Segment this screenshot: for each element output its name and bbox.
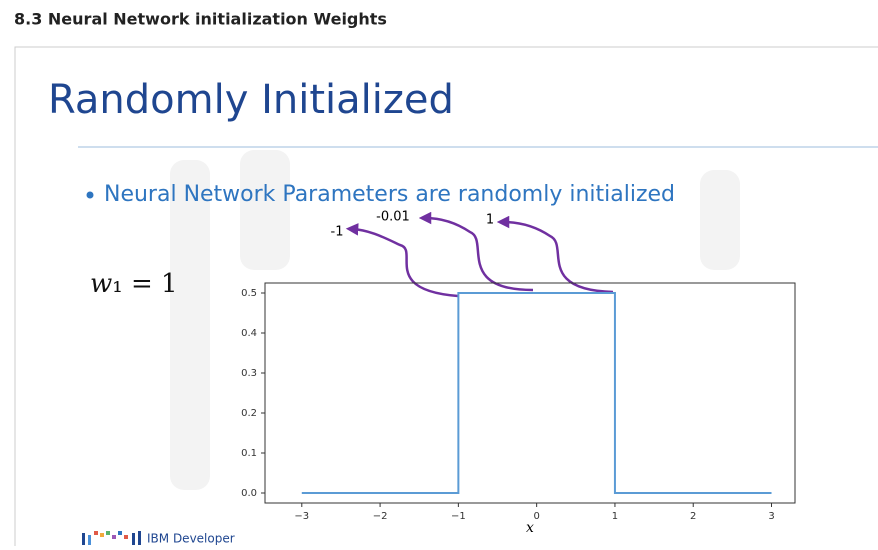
bullet-text: Neural Network Parameters are randomly i…: [104, 182, 675, 207]
annotation: -0.01: [376, 210, 410, 225]
x-tick-label: 3: [768, 511, 774, 522]
y-tick-label: 0.5: [241, 288, 257, 299]
x-tick-label: −1: [451, 511, 466, 522]
annotation: -1: [331, 225, 344, 240]
plot-frame: [264, 282, 796, 504]
y-tick-label: 0.0: [241, 488, 257, 499]
slide-title: Randomly Initialized: [48, 77, 454, 123]
footer-logo: [82, 531, 141, 545]
equation: 𝑤₁ = 1: [90, 269, 178, 299]
x-tick-label: −3: [294, 511, 309, 522]
y-tick-label: 0.4: [241, 328, 257, 339]
y-tick-label: 0.2: [241, 408, 257, 419]
x-axis-label: x: [526, 520, 534, 536]
x-tick-label: 2: [690, 511, 696, 522]
bullet-dot: [86, 191, 94, 199]
y-tick-label: 0.1: [241, 448, 257, 459]
x-tick-label: −2: [373, 511, 388, 522]
line: [301, 292, 772, 494]
annotation: 1: [486, 213, 494, 228]
arrows: [345, 211, 614, 298]
y-tick-label: 0.3: [241, 368, 257, 379]
footer-text: IBM Developer: [147, 532, 235, 546]
header-title: 8.3 Neural Network initialization Weight…: [14, 10, 387, 29]
x-tick-label: 1: [612, 511, 618, 522]
x-tick-label: 0: [533, 511, 539, 522]
background-watermark: [170, 150, 740, 490]
slide: [14, 46, 878, 550]
